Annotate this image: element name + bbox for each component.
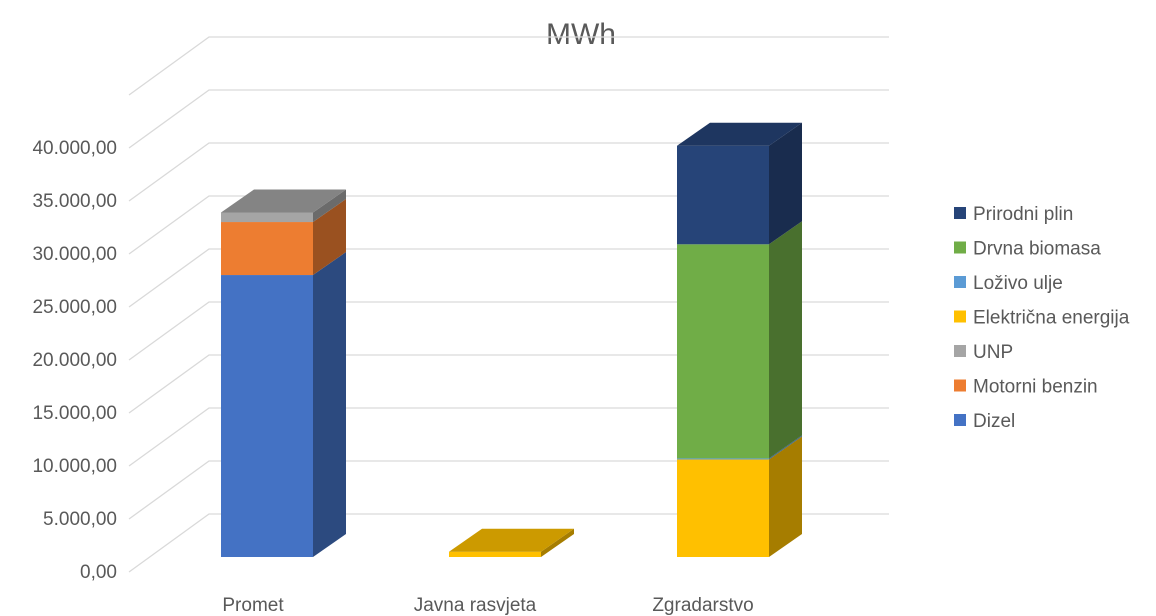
legend-item: Prirodni plin bbox=[954, 204, 1073, 225]
bars bbox=[221, 122, 802, 558]
legend-item: Električna energija bbox=[954, 308, 1130, 329]
bar-segment-lo-ivo-ulje bbox=[677, 435, 802, 460]
bar-front-face bbox=[677, 145, 769, 245]
y-tick-label: 40.000,00 bbox=[32, 138, 117, 159]
gridline bbox=[128, 248, 889, 308]
legend-label: Drvna biomasa bbox=[973, 239, 1101, 260]
bar-front-face bbox=[677, 458, 769, 460]
legend-item: Loživo ulje bbox=[954, 273, 1063, 294]
bar-side-face bbox=[769, 435, 802, 460]
bar-segment-elektri-na-energija bbox=[677, 436, 802, 557]
gridline bbox=[128, 407, 889, 467]
legend-label: Motorni benzin bbox=[973, 377, 1098, 398]
bar-front-face bbox=[221, 275, 313, 557]
gridline bbox=[128, 36, 889, 96]
x-axis-category-labels: Promet Javna rasvjeta Zgradarstvo bbox=[222, 595, 753, 616]
y-tick-label: 10.000,00 bbox=[32, 456, 117, 477]
bar-front-face bbox=[221, 212, 313, 223]
bar-segment-unp bbox=[221, 189, 346, 223]
legend: Prirodni plin Drvna biomasa Loživo ulje Ele… bbox=[954, 204, 1130, 432]
legend-item: Drvna biomasa bbox=[954, 239, 1101, 260]
chart-title: MWh bbox=[546, 18, 616, 51]
x-category-label: Javna rasvjeta bbox=[414, 595, 537, 616]
y-tick-label: 15.000,00 bbox=[32, 403, 117, 424]
y-tick-label: 0,00 bbox=[80, 562, 117, 583]
bar-segment-motorni-benzin bbox=[221, 199, 346, 276]
bar-top-face bbox=[221, 189, 346, 213]
y-tick-label: 25.000,00 bbox=[32, 297, 117, 318]
legend-item: UNP bbox=[954, 342, 1013, 363]
legend-item: Motorni benzin bbox=[954, 377, 1098, 398]
y-axis-tick-labels: 0,00 5.000,00 10.000,00 15.000,00 20.000,00 2… bbox=[32, 138, 117, 583]
y-tick-label: 5.000,00 bbox=[43, 509, 117, 530]
bar-side-face bbox=[313, 199, 346, 276]
bar-side-face bbox=[313, 252, 346, 558]
gridline bbox=[128, 301, 889, 361]
bar-side-face bbox=[769, 436, 802, 557]
gridline bbox=[128, 513, 889, 573]
gridline bbox=[128, 460, 889, 520]
gridline bbox=[128, 89, 889, 149]
y-tick-label: 30.000,00 bbox=[32, 244, 117, 265]
bar-front-face bbox=[677, 459, 769, 557]
legend-label: Prirodni plin bbox=[973, 204, 1073, 225]
bar-front-face bbox=[677, 244, 769, 459]
legend-item: Dizel bbox=[954, 411, 1015, 432]
legend-swatch bbox=[954, 345, 966, 357]
bar-segment-drvna-biomasa bbox=[677, 221, 802, 459]
bar-side-face bbox=[769, 221, 802, 459]
bar-segment-prirodni-plin bbox=[677, 122, 802, 245]
bar-front-face bbox=[221, 222, 313, 276]
legend-label: Električna energija bbox=[973, 308, 1130, 329]
x-category-label: Zgradarstvo bbox=[652, 595, 753, 616]
legend-label: UNP bbox=[973, 342, 1013, 363]
y-tick-label: 35.000,00 bbox=[32, 191, 117, 212]
gridline bbox=[128, 142, 889, 202]
bar-top-face bbox=[677, 122, 802, 146]
gridline bbox=[128, 354, 889, 414]
bar-top-face bbox=[449, 528, 574, 552]
bar-segment-elektri-na-energija bbox=[449, 528, 574, 557]
legend-swatch bbox=[954, 241, 966, 254]
legend-swatch bbox=[954, 207, 966, 219]
legend-swatch bbox=[954, 310, 966, 323]
gridlines bbox=[128, 36, 889, 573]
legend-swatch bbox=[954, 379, 966, 392]
y-tick-label: 20.000,00 bbox=[32, 350, 117, 371]
gridline bbox=[128, 195, 889, 255]
legend-swatch bbox=[954, 276, 966, 288]
legend-label: Loživo ulje bbox=[973, 273, 1063, 294]
bar-segment-dizel bbox=[221, 252, 346, 558]
bar-front-face bbox=[449, 551, 541, 557]
bar-side-face bbox=[313, 189, 346, 223]
bar-side-face bbox=[541, 528, 574, 557]
bar-side-face bbox=[769, 122, 802, 245]
legend-swatch bbox=[954, 414, 966, 426]
x-category-label: Promet bbox=[222, 595, 284, 616]
legend-label: Dizel bbox=[973, 411, 1015, 432]
